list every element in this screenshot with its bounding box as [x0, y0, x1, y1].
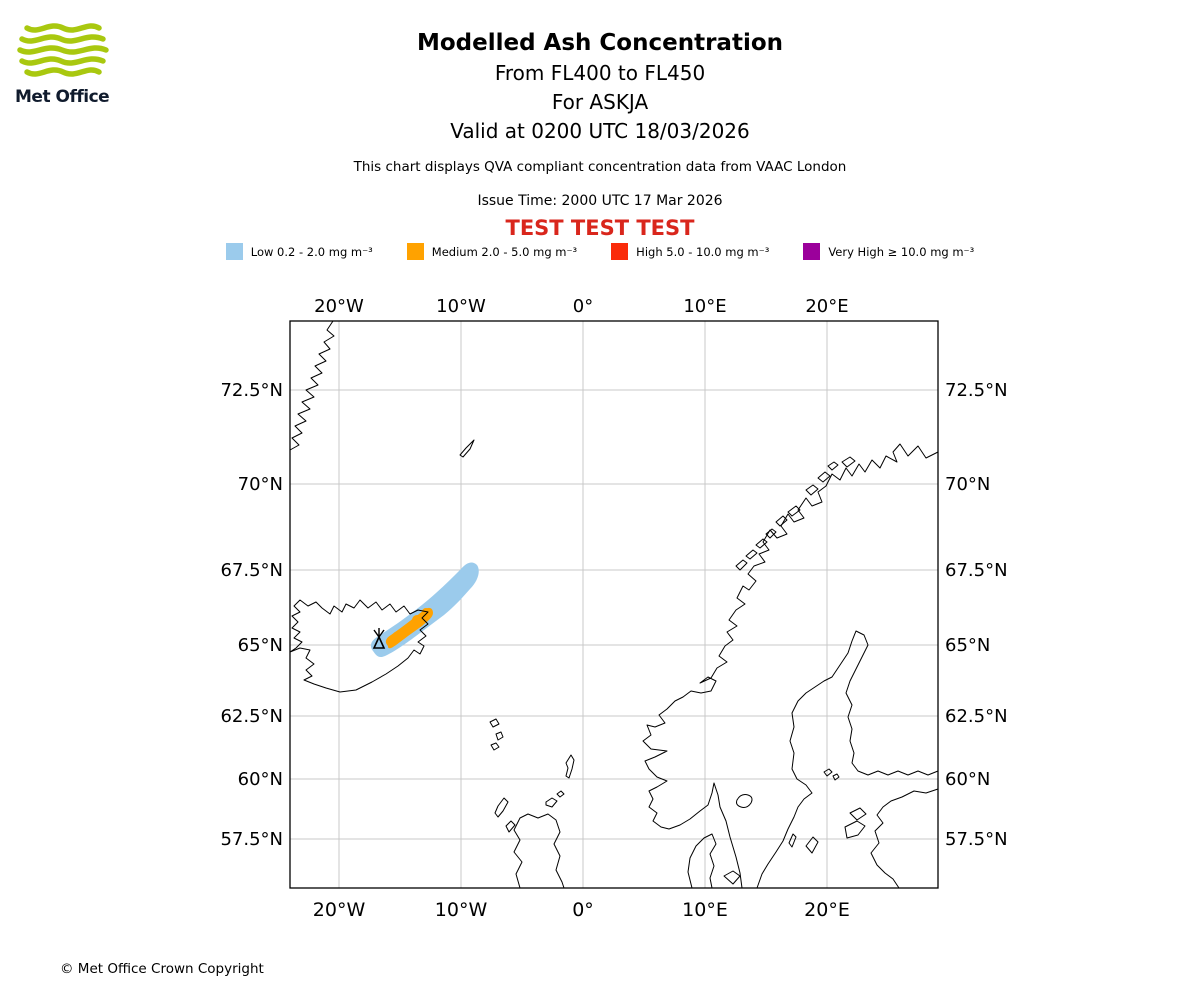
- lon-tick: 10°W: [435, 899, 488, 921]
- met-office-logo: Met Office: [15, 22, 125, 107]
- ash-plume-medium-blob: [412, 615, 422, 625]
- ash-plume: [370, 562, 479, 658]
- lat-tick: 60°N: [945, 769, 990, 790]
- legend-item-low: Low 0.2 - 2.0 mg m⁻³: [225, 243, 373, 260]
- coastline-estonian-islands: [844, 807, 867, 839]
- coastline-jan-mayen: [459, 439, 475, 458]
- medium-swatch-icon: [406, 243, 424, 260]
- very-high-swatch-icon: [803, 243, 821, 260]
- coastlines: [289, 320, 939, 889]
- coastline-denmark: [687, 833, 741, 889]
- lon-tick: 20°E: [804, 899, 850, 921]
- coastline-scotland: [513, 813, 565, 889]
- lon-tick: 20°W: [313, 899, 366, 921]
- legend-label-medium: Medium 2.0 - 5.0 mg m⁻³: [431, 244, 578, 259]
- legend-label-very-high: Very High ≥ 10.0 mg m⁻³: [828, 244, 975, 259]
- lake-vanern: [736, 794, 753, 808]
- coastline-sweden-bothnia-finland: [756, 630, 939, 889]
- map-frame: [289, 320, 939, 889]
- lon-tick: 10°E: [682, 899, 728, 921]
- coastline-greenland: [289, 320, 335, 451]
- lat-tick: 67.5°N: [220, 560, 283, 581]
- met-office-wordmark: Met Office: [15, 87, 110, 107]
- lon-tick: 10°E: [683, 296, 726, 317]
- lon-tick: 20°E: [805, 296, 848, 317]
- lat-tick: 57.5°N: [945, 829, 1008, 850]
- lat-tick: 70°N: [945, 474, 990, 495]
- lat-ticks-right: 72.5°N 70°N 67.5°N 65°N 62.5°N 60°N 57.5…: [945, 380, 1008, 850]
- issue-time: Issue Time: 2000 UTC 17 Mar 2026: [477, 193, 723, 209]
- lat-tick: 72.5°N: [945, 380, 1008, 401]
- coastline-hebrides: [494, 797, 516, 833]
- volcano-marker: [372, 628, 386, 649]
- lat-ticks-left: 72.5°N 70°N 67.5°N 65°N 62.5°N 60°N 57.5…: [220, 380, 283, 850]
- lat-tick: 62.5°N: [220, 706, 283, 727]
- high-swatch-icon: [611, 243, 629, 260]
- copyright-notice: © Met Office Crown Copyright: [60, 961, 264, 977]
- grid-lines: [290, 321, 938, 888]
- lon-tick: 20°W: [314, 296, 364, 317]
- flight-level-subtitle: From FL400 to FL450: [494, 61, 706, 85]
- lat-tick: 65°N: [945, 635, 990, 656]
- lat-tick: 57.5°N: [220, 829, 283, 850]
- met-office-logo-waves-icon: [17, 23, 109, 77]
- test-banner: TEST TEST TEST: [505, 216, 695, 240]
- lat-tick: 62.5°N: [945, 706, 1008, 727]
- coastline-norway-mainland: [642, 443, 939, 889]
- legend-label-low: Low 0.2 - 2.0 mg m⁻³: [250, 244, 373, 259]
- lon-ticks-bottom: 20°W 10°W 0° 10°E 20°E: [313, 899, 850, 921]
- lat-tick: 72.5°N: [220, 380, 283, 401]
- coastline-lofoten-islands: [735, 456, 856, 571]
- legend-item-high: High 5.0 - 10.0 mg m⁻³: [611, 243, 769, 260]
- legend-item-medium: Medium 2.0 - 5.0 mg m⁻³: [406, 243, 578, 260]
- lat-tick: 60°N: [238, 769, 283, 790]
- coastline-estonia: [870, 788, 939, 889]
- lon-tick: 10°W: [436, 296, 486, 317]
- coastline-shetland-orkney: [545, 754, 575, 808]
- coastline-faroe-islands: [489, 718, 504, 751]
- lon-tick: 0°: [572, 899, 594, 921]
- coastline-iceland: [289, 599, 429, 693]
- lat-tick: 70°N: [238, 474, 283, 495]
- volcano-subtitle: For ASKJA: [551, 90, 649, 114]
- header: Modelled Ash Concentration From FL400 to…: [0, 30, 1200, 240]
- lat-tick: 67.5°N: [945, 560, 1008, 581]
- concentration-legend: Low 0.2 - 2.0 mg m⁻³ Medium 2.0 - 5.0 mg…: [0, 243, 1200, 260]
- coastline-baltic-islands: [788, 768, 840, 854]
- qva-description: This chart displays QVA compliant concen…: [353, 159, 847, 175]
- page-title: Modelled Ash Concentration: [416, 30, 784, 56]
- lon-tick: 0°: [573, 296, 593, 317]
- ash-plume-medium-blob: [392, 631, 402, 641]
- legend-label-high: High 5.0 - 10.0 mg m⁻³: [636, 244, 770, 259]
- lat-tick: 65°N: [238, 635, 283, 656]
- low-swatch-icon: [225, 243, 243, 260]
- legend-item-very-high: Very High ≥ 10.0 mg m⁻³: [803, 243, 974, 260]
- valid-time-subtitle: Valid at 0200 UTC 18/03/2026: [450, 119, 750, 143]
- lon-ticks-top: 20°W 10°W 0° 10°E 20°E: [314, 296, 848, 317]
